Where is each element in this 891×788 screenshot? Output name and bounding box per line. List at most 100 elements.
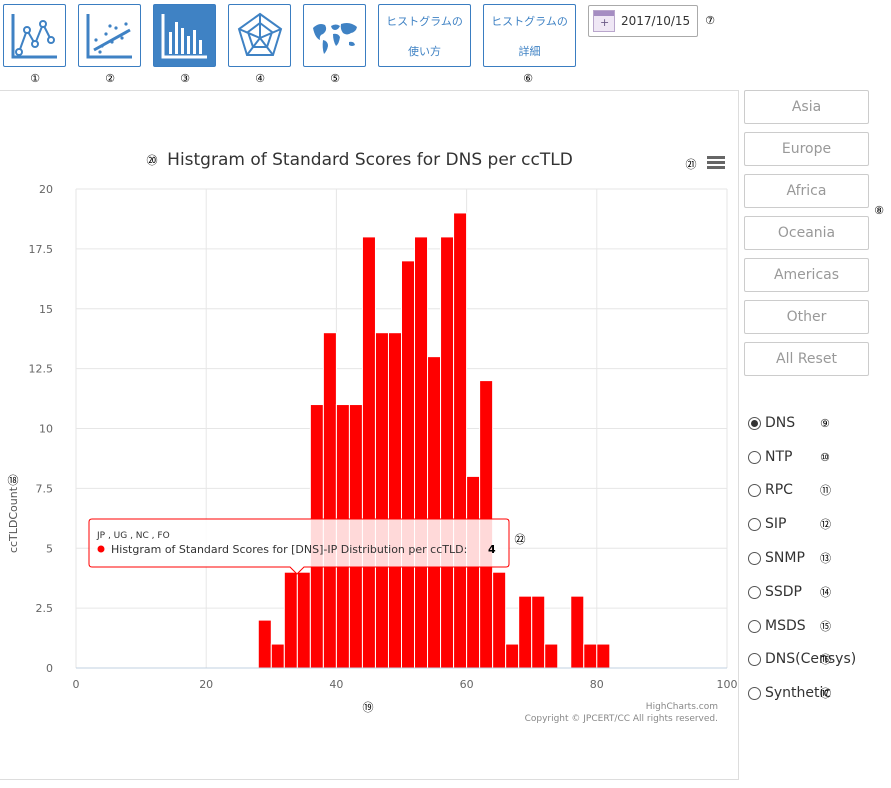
chart-title: Histgram of Standard Scores for DNS per … xyxy=(167,150,573,170)
scatter-chart-icon xyxy=(86,13,132,58)
histogram-bar[interactable] xyxy=(440,236,455,669)
histogram-bar[interactable] xyxy=(414,236,429,669)
ylabel-number: ⑱ xyxy=(8,474,19,487)
protocol-radio-1[interactable]: NTP ⑩ xyxy=(748,448,830,466)
radio-circle[interactable] xyxy=(748,652,761,666)
protocol-radio-2[interactable]: RPC ⑪ xyxy=(748,481,831,499)
protocol-number: ⑪ xyxy=(820,484,831,497)
histogram-bar[interactable] xyxy=(322,332,337,669)
x-tick-label: 60 xyxy=(460,678,474,691)
region-button-1[interactable]: Europe xyxy=(744,132,869,166)
radio-circle[interactable] xyxy=(748,585,761,599)
radio-circle[interactable] xyxy=(748,551,761,565)
protocol-radio-7[interactable]: DNS(Censys) ⑯ xyxy=(748,650,856,668)
histogram-bar[interactable] xyxy=(283,571,298,669)
radio-circle[interactable] xyxy=(748,517,761,531)
region-button-3[interactable]: Oceania xyxy=(744,216,869,250)
histogram-detail-button[interactable]: ヒストグラムの 詳細 xyxy=(483,4,576,67)
protocol-label: MSDS xyxy=(765,618,806,634)
date-value: 2017/10/15 xyxy=(621,14,691,28)
protocol-number: ⑩ xyxy=(820,450,830,464)
protocol-radio-0[interactable]: DNS ⑨ xyxy=(748,414,830,432)
x-tick-label: 0 xyxy=(73,678,80,691)
radio-circle[interactable] xyxy=(748,450,761,464)
xlabel-number: ⑲ xyxy=(363,701,374,714)
protocol-radio-8[interactable]: Synthetic ⑰ xyxy=(748,684,831,702)
histogram-bar[interactable] xyxy=(401,260,416,669)
protocol-radio-5[interactable]: SSDP ⑭ xyxy=(748,583,831,601)
histogram-bar[interactable] xyxy=(505,643,520,669)
label-4: ④ xyxy=(255,72,265,85)
title-number: ⑳ xyxy=(147,154,158,167)
label-8: ⑧ xyxy=(874,204,884,217)
histogram-bar[interactable] xyxy=(257,619,272,669)
histogram-bar[interactable] xyxy=(570,595,585,669)
calendar-icon[interactable] xyxy=(593,10,615,32)
histogram-button[interactable] xyxy=(153,4,216,67)
histogram-bar[interactable] xyxy=(583,643,598,669)
region-button-2[interactable]: Africa xyxy=(744,174,869,208)
radar-chart-button[interactable] xyxy=(228,4,291,67)
histogram-bar[interactable] xyxy=(453,212,468,669)
protocol-radio-3[interactable]: SIP ⑫ xyxy=(748,515,831,533)
protocol-label: SIP xyxy=(765,516,787,532)
histogram-bar[interactable] xyxy=(466,475,481,669)
histogram-bar[interactable] xyxy=(596,643,611,669)
protocol-number: ⑨ xyxy=(820,416,830,430)
chart-menu-icon[interactable] xyxy=(707,156,725,169)
y-axis-label: ccTLDCount xyxy=(7,486,20,553)
line-chart-button[interactable] xyxy=(3,4,66,67)
detail-line2: 詳細 xyxy=(518,44,541,58)
radio-circle[interactable] xyxy=(748,686,761,700)
label-6: ⑥ xyxy=(523,72,533,85)
protocol-radio-4[interactable]: SNMP ⑬ xyxy=(748,549,831,567)
detail-line1: ヒストグラムの xyxy=(491,14,568,28)
radio-circle[interactable] xyxy=(748,416,761,430)
protocol-radio-6[interactable]: MSDS ⑮ xyxy=(748,617,831,635)
protocol-label: Synthetic xyxy=(765,685,832,701)
tooltip-series-name: Histgram of Standard Scores for [DNS]-IP… xyxy=(111,543,467,556)
date-picker[interactable]: 2017/10/15 xyxy=(588,5,698,37)
region-button-4[interactable]: Americas xyxy=(744,258,869,292)
label-5: ⑤ xyxy=(330,72,340,85)
y-tick-label: 20 xyxy=(39,183,53,196)
histogram-bar[interactable] xyxy=(427,356,442,669)
histogram-bar[interactable] xyxy=(387,332,403,669)
tooltip-header: JP , UG , NC , FO xyxy=(96,531,170,541)
histogram-howto-button[interactable]: ヒストグラムの 使い方 xyxy=(378,4,471,67)
histogram-bar[interactable] xyxy=(544,643,559,669)
x-tick-label: 40 xyxy=(329,678,343,691)
howto-line2: 使い方 xyxy=(408,44,441,58)
histogram-bar[interactable] xyxy=(361,236,376,669)
howto-line1: ヒストグラムの xyxy=(386,14,463,28)
y-tick-label: 7.5 xyxy=(36,482,54,495)
line-chart-icon xyxy=(11,13,57,58)
radio-circle[interactable] xyxy=(748,483,761,497)
histogram-bar[interactable] xyxy=(531,595,546,669)
radio-circle[interactable] xyxy=(748,619,761,633)
region-button-0[interactable]: Asia xyxy=(744,90,869,124)
histogram-bar[interactable] xyxy=(518,595,533,669)
histogram-chart: 0 2.5 5 7.5 10 12.5 15 17.5 20 0 20 40 60 80 100 ⑳ His… xyxy=(7,150,738,724)
histogram-bar[interactable] xyxy=(270,643,285,669)
x-tick-label: 80 xyxy=(590,678,604,691)
tooltip-series-dot xyxy=(97,545,105,553)
tooltip-number: ㉒ xyxy=(515,533,526,546)
histogram-bar[interactable] xyxy=(492,571,507,669)
credits-highcharts[interactable]: HighCharts.com xyxy=(646,702,718,712)
histogram-bar[interactable] xyxy=(374,332,389,669)
label-1: ① xyxy=(30,72,40,85)
chart-tooltip: JP , UG , NC , FO Histgram of Standard S… xyxy=(88,518,510,575)
scatter-chart-button[interactable] xyxy=(78,4,141,67)
radar-chart-icon xyxy=(237,12,282,56)
region-button-5[interactable]: Other xyxy=(744,300,869,334)
chart-axes: 0 2.5 5 7.5 10 12.5 15 17.5 20 0 20 40 60 80 100 xyxy=(29,183,738,691)
region-button-6[interactable]: All Reset xyxy=(744,342,869,376)
y-tick-label: 17.5 xyxy=(29,243,54,256)
x-tick-label: 20 xyxy=(199,678,213,691)
histogram-bar[interactable] xyxy=(296,571,311,669)
world-map-button[interactable] xyxy=(303,4,366,67)
protocol-label: DNS xyxy=(765,415,796,431)
y-tick-label: 12.5 xyxy=(29,363,54,376)
protocol-number: ⑫ xyxy=(820,518,831,531)
